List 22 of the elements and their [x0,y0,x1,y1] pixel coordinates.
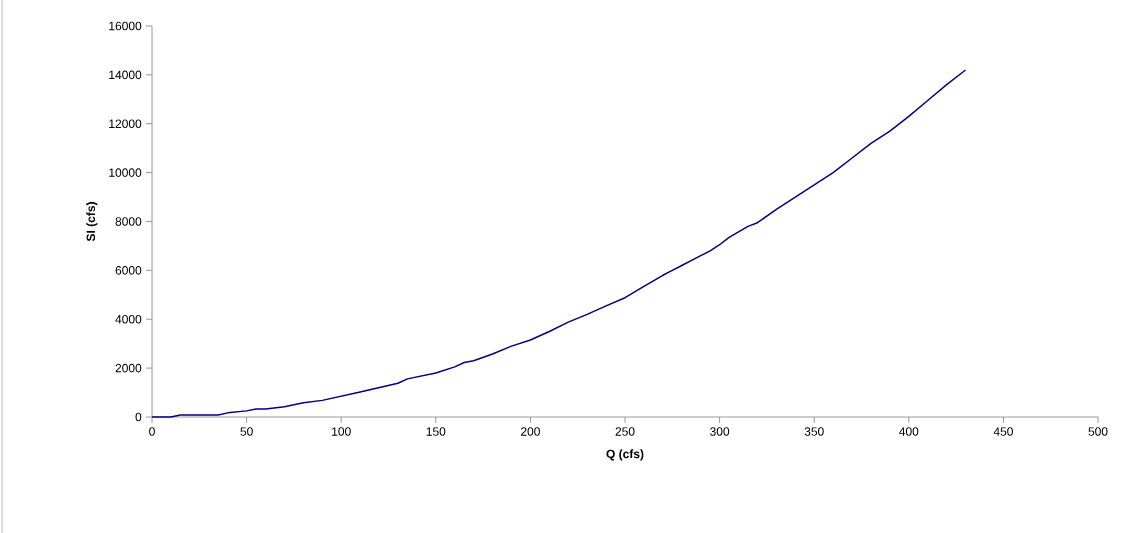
x-tick-label: 0 [149,427,155,436]
x-tick-label: 200 [521,427,540,436]
x-tick-label: 100 [332,427,351,436]
x-tick-label: 350 [804,427,824,436]
y-tick-label: 16000 [109,21,142,31]
y-tick-label: 12000 [109,119,142,128]
x-tick-label: 250 [615,427,635,436]
y-tick-label: 8000 [115,217,142,226]
x-tick-label: 400 [899,427,919,436]
x-tick-label: 500 [1088,427,1108,436]
x-axis-title: Q (cfs) [606,449,644,461]
y-tick-label: 0 [135,412,142,422]
x-tick-label: 300 [710,427,730,436]
y-tick-label: 14000 [109,70,142,80]
x-tick-label: 150 [426,427,446,436]
y-tick-label: 10000 [109,168,142,177]
x-tick-label: 450 [993,427,1013,436]
y-tick-label: 4000 [115,314,142,324]
y-tick-label: 2000 [115,363,142,373]
x-tick-label: 50 [240,427,253,436]
y-tick-label: 6000 [115,266,142,275]
y-axis-title: SI (cfs) [86,202,98,242]
